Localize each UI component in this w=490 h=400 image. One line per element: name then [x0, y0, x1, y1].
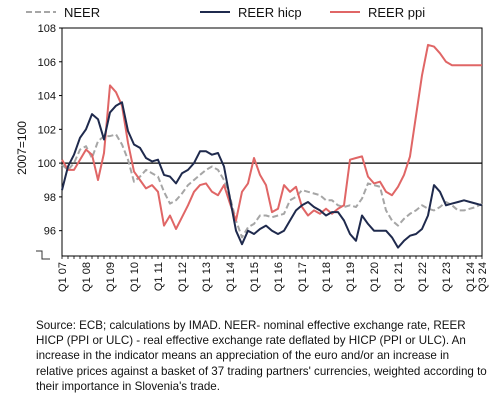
x-tick-label: Q1 23	[441, 262, 453, 292]
x-tick-label: Q1 18	[321, 262, 333, 292]
y-tick-label: 102	[38, 124, 56, 136]
legend-label: REER hicp	[238, 5, 302, 20]
axis-break-icon	[36, 250, 50, 260]
y-axis: 96 98 100 102 104 106 108 2007=100	[15, 23, 62, 260]
x-tick-label: Q1 21	[393, 262, 405, 292]
plot-frame	[61, 27, 483, 257]
y-tick-label: 104	[38, 91, 56, 103]
x-tick-label: Q1 16	[273, 262, 285, 292]
chart-legend: NEER REER hicp REER ppi	[26, 5, 425, 20]
x-tick-label: Q1 19	[345, 262, 357, 292]
x-tick-label: Q1 13	[201, 262, 213, 292]
x-tick-label: Q1 24	[465, 262, 477, 292]
legend-label: NEER	[64, 5, 100, 20]
x-tick-label: Q1 20	[369, 262, 381, 292]
x-tick-label: Q1 14	[225, 262, 237, 292]
x-tick-label: Q3 24	[477, 262, 489, 292]
source-note: Source: ECB; calculations by IMAD. NEER-…	[36, 319, 487, 393]
x-tick-label: Q1 12	[177, 262, 189, 292]
x-tick-label: Q1 11	[153, 262, 165, 291]
x-tick-label: Q1 08	[81, 262, 93, 292]
x-tick-label: Q1 07	[57, 262, 69, 292]
x-tick-label: Q1 17	[297, 262, 309, 292]
x-tick-label: Q1 15	[249, 262, 261, 292]
y-tick-label: 98	[44, 192, 56, 204]
y-tick-label: 100	[38, 158, 56, 170]
x-tick-label: Q1 22	[417, 262, 429, 292]
exchange-rate-chart: NEER REER hicp REER ppi 96 98 100 102 104 106 10…	[15, 5, 489, 292]
x-tick-label: Q1 10	[129, 262, 141, 292]
x-tick-label: Q1 09	[105, 262, 117, 292]
y-tick-label: 96	[44, 226, 56, 238]
y-tick-label: 108	[38, 23, 56, 35]
series-line-reer-hicp	[61, 101, 483, 249]
x-axis: Q1 07 Q1 08 Q1 09 Q1 10 Q1 11 Q1 12 Q1 13 Q1 14…	[57, 256, 489, 292]
legend-label: REER ppi	[368, 5, 425, 20]
plot-area	[61, 27, 483, 257]
y-axis-title: 2007=100	[15, 121, 29, 175]
series-line-neer	[61, 133, 483, 239]
series-line-reer-ppi	[61, 43, 482, 230]
y-tick-label: 106	[38, 57, 56, 69]
